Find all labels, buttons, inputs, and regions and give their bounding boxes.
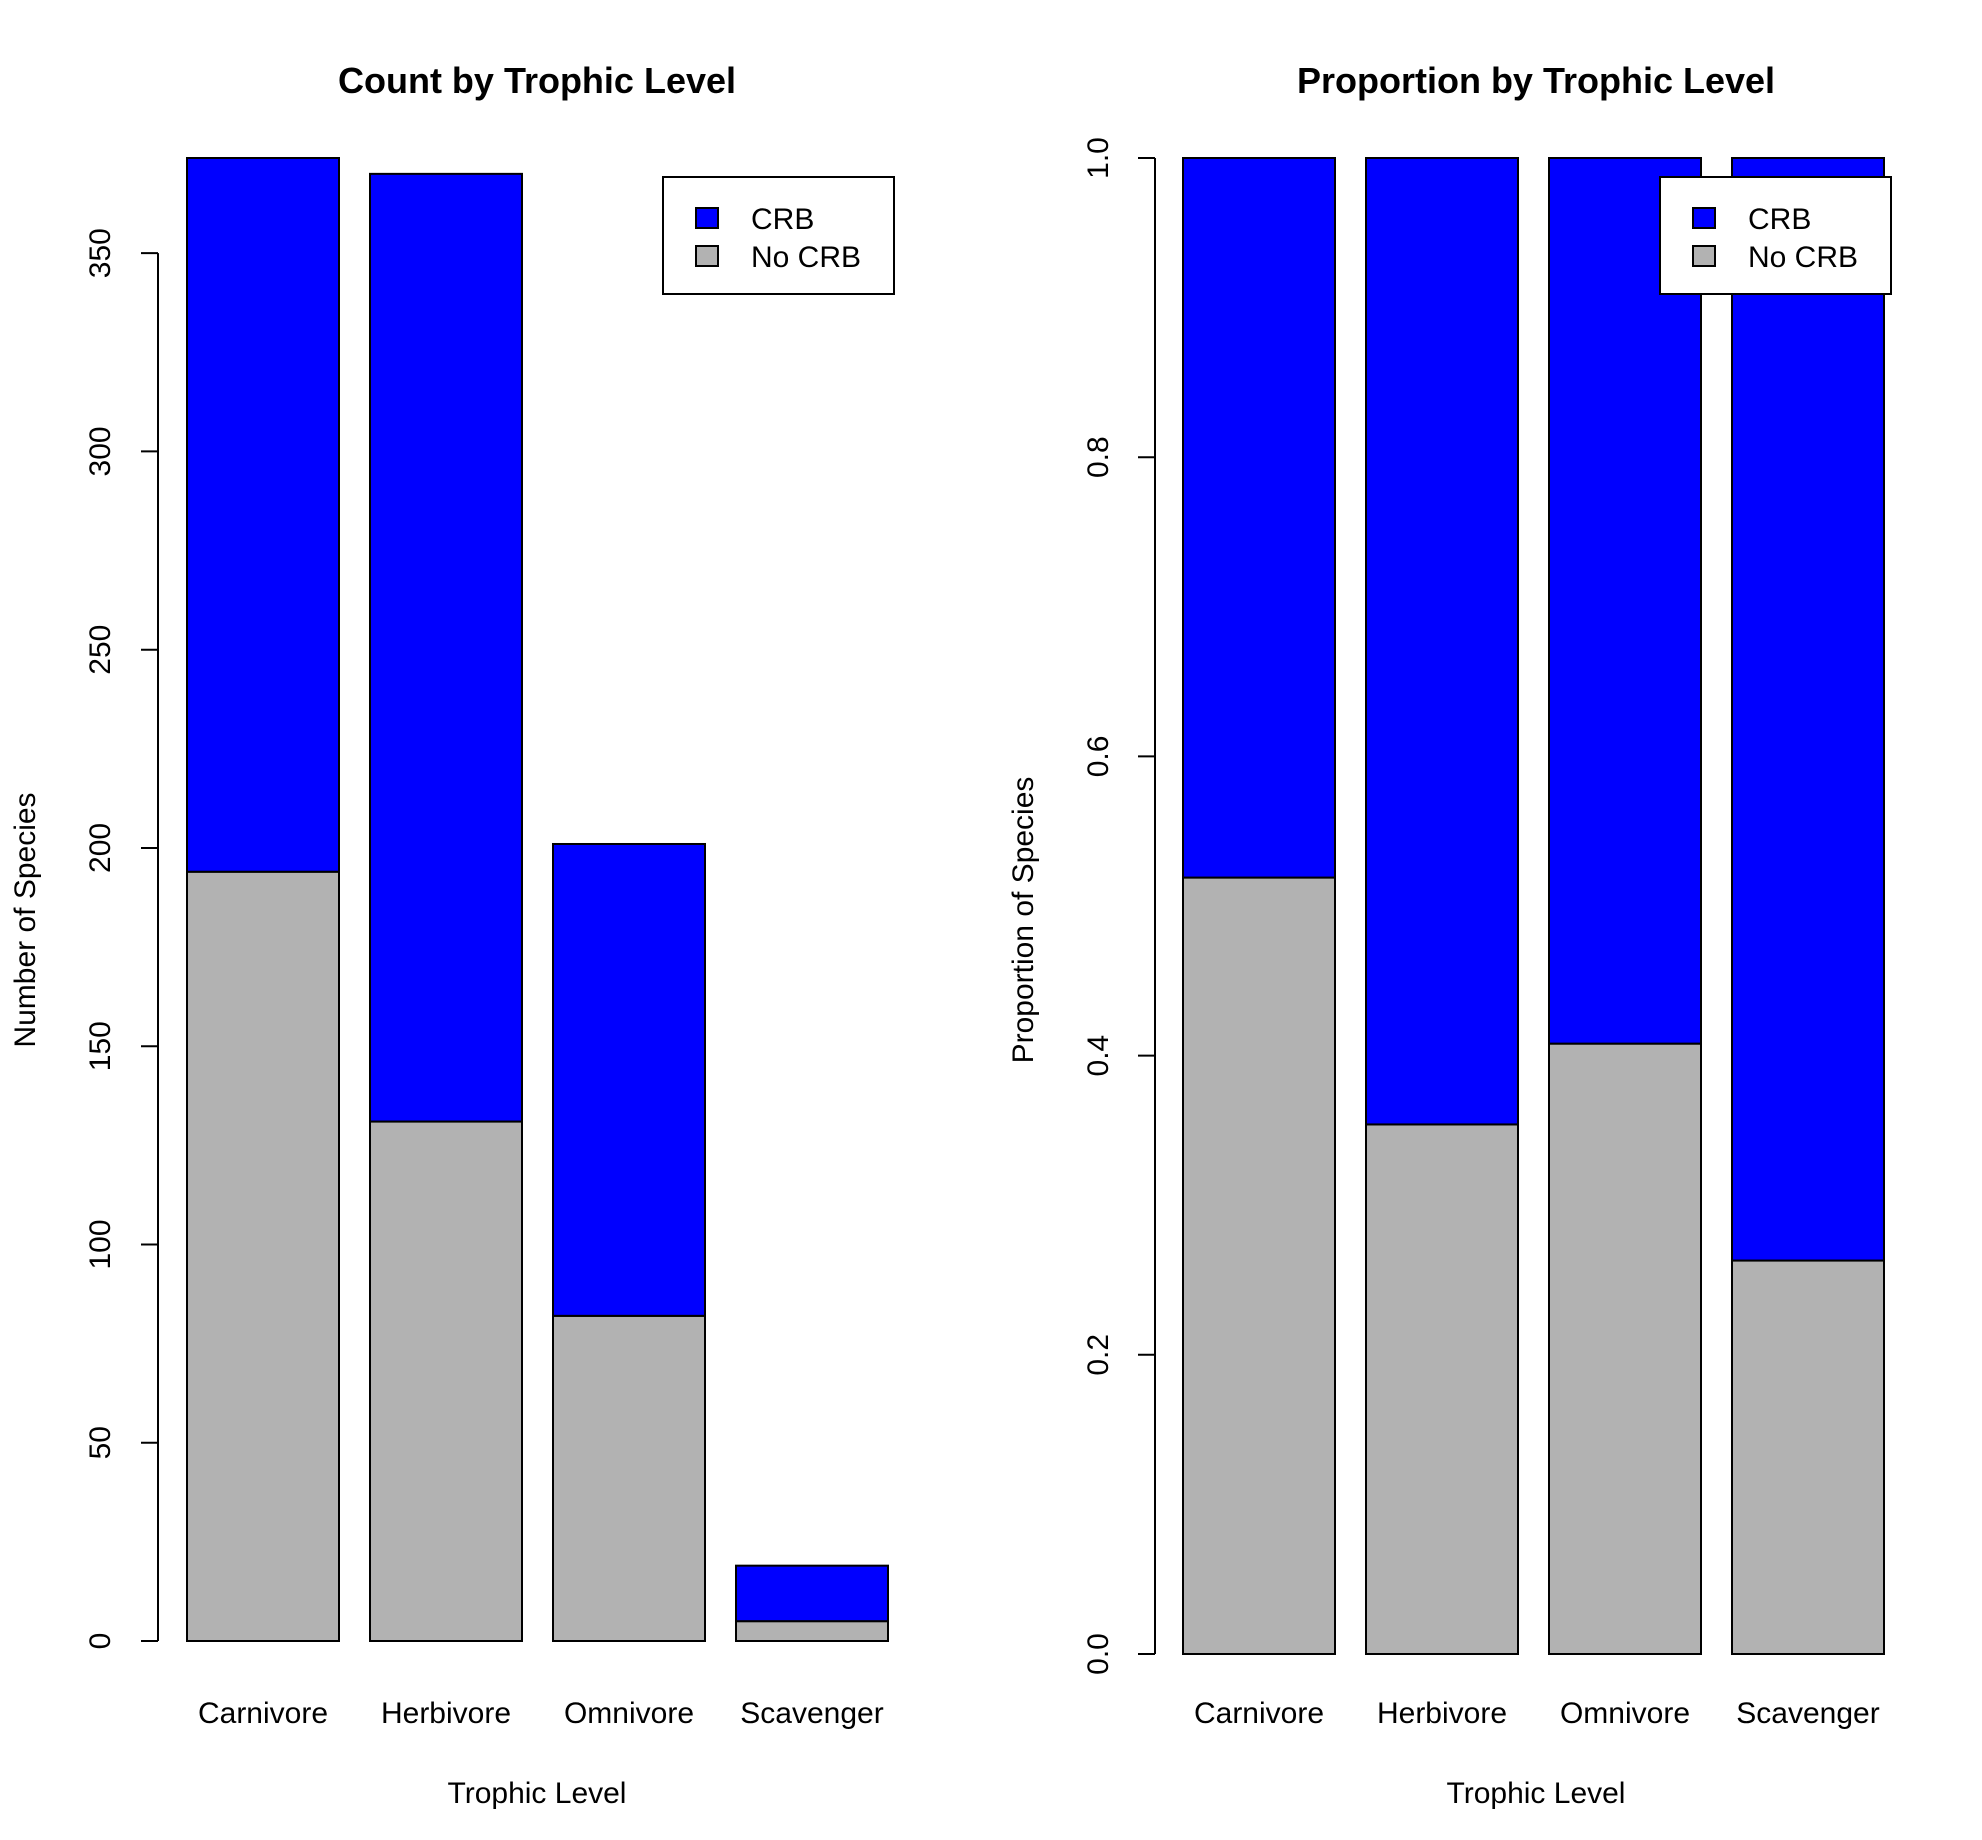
y-tick-label: 0.2 bbox=[1082, 1334, 1115, 1376]
count-chart-panel: Count by Trophic Level Trophic Level Num… bbox=[9, 60, 895, 1810]
legend-label: CRB bbox=[751, 203, 814, 236]
y-axis: 0.0 0.2 0.4 0.6 0.8 1.0 bbox=[1082, 137, 1156, 1675]
y-tick-label: 0.8 bbox=[1082, 436, 1115, 478]
bar-scavenger-no-crb bbox=[735, 1620, 889, 1643]
bar-scavenger-crb bbox=[1731, 157, 1885, 1262]
bar-scavenger-no-crb bbox=[1731, 1259, 1885, 1655]
bar-omnivore-crb bbox=[552, 842, 706, 1317]
bar-carnivore-crb bbox=[1182, 157, 1336, 879]
bar-omnivore-no-crb bbox=[552, 1314, 706, 1642]
y-tick-label: 1.0 bbox=[1082, 137, 1115, 179]
bars bbox=[1182, 157, 1885, 1655]
bar-scavenger-crb bbox=[735, 1564, 889, 1623]
legend-box bbox=[662, 176, 895, 295]
bar-omnivore-crb bbox=[1548, 157, 1702, 1045]
bar-carnivore-crb bbox=[186, 157, 340, 873]
y-tick-label: 150 bbox=[84, 1021, 117, 1071]
bars bbox=[186, 157, 889, 1643]
x-axis-label: Trophic Level bbox=[1447, 1777, 1626, 1810]
legend-swatch-crb bbox=[695, 207, 719, 229]
bar-herbivore-crb bbox=[369, 172, 523, 1123]
y-tick-label: 200 bbox=[84, 823, 117, 873]
bar-omnivore-no-crb bbox=[1548, 1042, 1702, 1655]
bar-herbivore-no-crb bbox=[369, 1120, 523, 1642]
legend-label: No CRB bbox=[751, 241, 861, 274]
legend-swatch-crb bbox=[1692, 207, 1716, 229]
x-tick-label: Carnivore bbox=[1194, 1697, 1324, 1730]
x-tick-label: Herbivore bbox=[381, 1697, 511, 1730]
y-tick-label: 350 bbox=[84, 228, 117, 278]
x-tick-label: Omnivore bbox=[1560, 1697, 1690, 1730]
bar-herbivore-crb bbox=[1365, 157, 1519, 1126]
legend-label: CRB bbox=[1748, 203, 1811, 236]
y-tick-label: 300 bbox=[84, 426, 117, 476]
y-tick-label: 250 bbox=[84, 625, 117, 675]
bar-carnivore-no-crb bbox=[1182, 876, 1336, 1655]
x-tick-labels: Carnivore Herbivore Omnivore Scavenger bbox=[1194, 1697, 1880, 1730]
x-axis-label: Trophic Level bbox=[448, 1777, 627, 1810]
legend: CRB No CRB bbox=[662, 176, 895, 295]
legend: CRB No CRB bbox=[1659, 176, 1892, 295]
chart-title: Proportion by Trophic Level bbox=[1297, 60, 1775, 101]
legend-swatch-no-crb bbox=[695, 245, 719, 267]
y-tick-label: 0.0 bbox=[1082, 1633, 1115, 1675]
y-axis-label: Proportion of Species bbox=[1007, 777, 1040, 1064]
y-axis: 0 50 100 150 200 250 300 350 bbox=[84, 228, 159, 1650]
legend-box bbox=[1659, 176, 1892, 295]
y-tick-label: 0.6 bbox=[1082, 736, 1115, 778]
proportion-chart-panel: Proportion by Trophic Level Trophic Leve… bbox=[1007, 60, 1892, 1810]
x-tick-labels: Carnivore Herbivore Omnivore Scavenger bbox=[198, 1697, 884, 1730]
x-tick-label: Carnivore bbox=[198, 1697, 328, 1730]
bar-carnivore-no-crb bbox=[186, 870, 340, 1642]
y-tick-label: 0.4 bbox=[1082, 1035, 1115, 1077]
y-tick-label: 50 bbox=[84, 1426, 117, 1459]
x-tick-label: Scavenger bbox=[740, 1697, 883, 1730]
x-tick-label: Herbivore bbox=[1377, 1697, 1507, 1730]
x-tick-label: Omnivore bbox=[564, 1697, 694, 1730]
legend-label: No CRB bbox=[1748, 241, 1858, 274]
legend-swatch-no-crb bbox=[1692, 245, 1716, 267]
y-axis-label: Number of Species bbox=[9, 792, 42, 1047]
chart-title: Count by Trophic Level bbox=[338, 60, 736, 101]
y-tick-label: 0 bbox=[84, 1633, 117, 1650]
y-tick-label: 100 bbox=[84, 1219, 117, 1269]
x-tick-label: Scavenger bbox=[1736, 1697, 1879, 1730]
bar-herbivore-no-crb bbox=[1365, 1123, 1519, 1655]
